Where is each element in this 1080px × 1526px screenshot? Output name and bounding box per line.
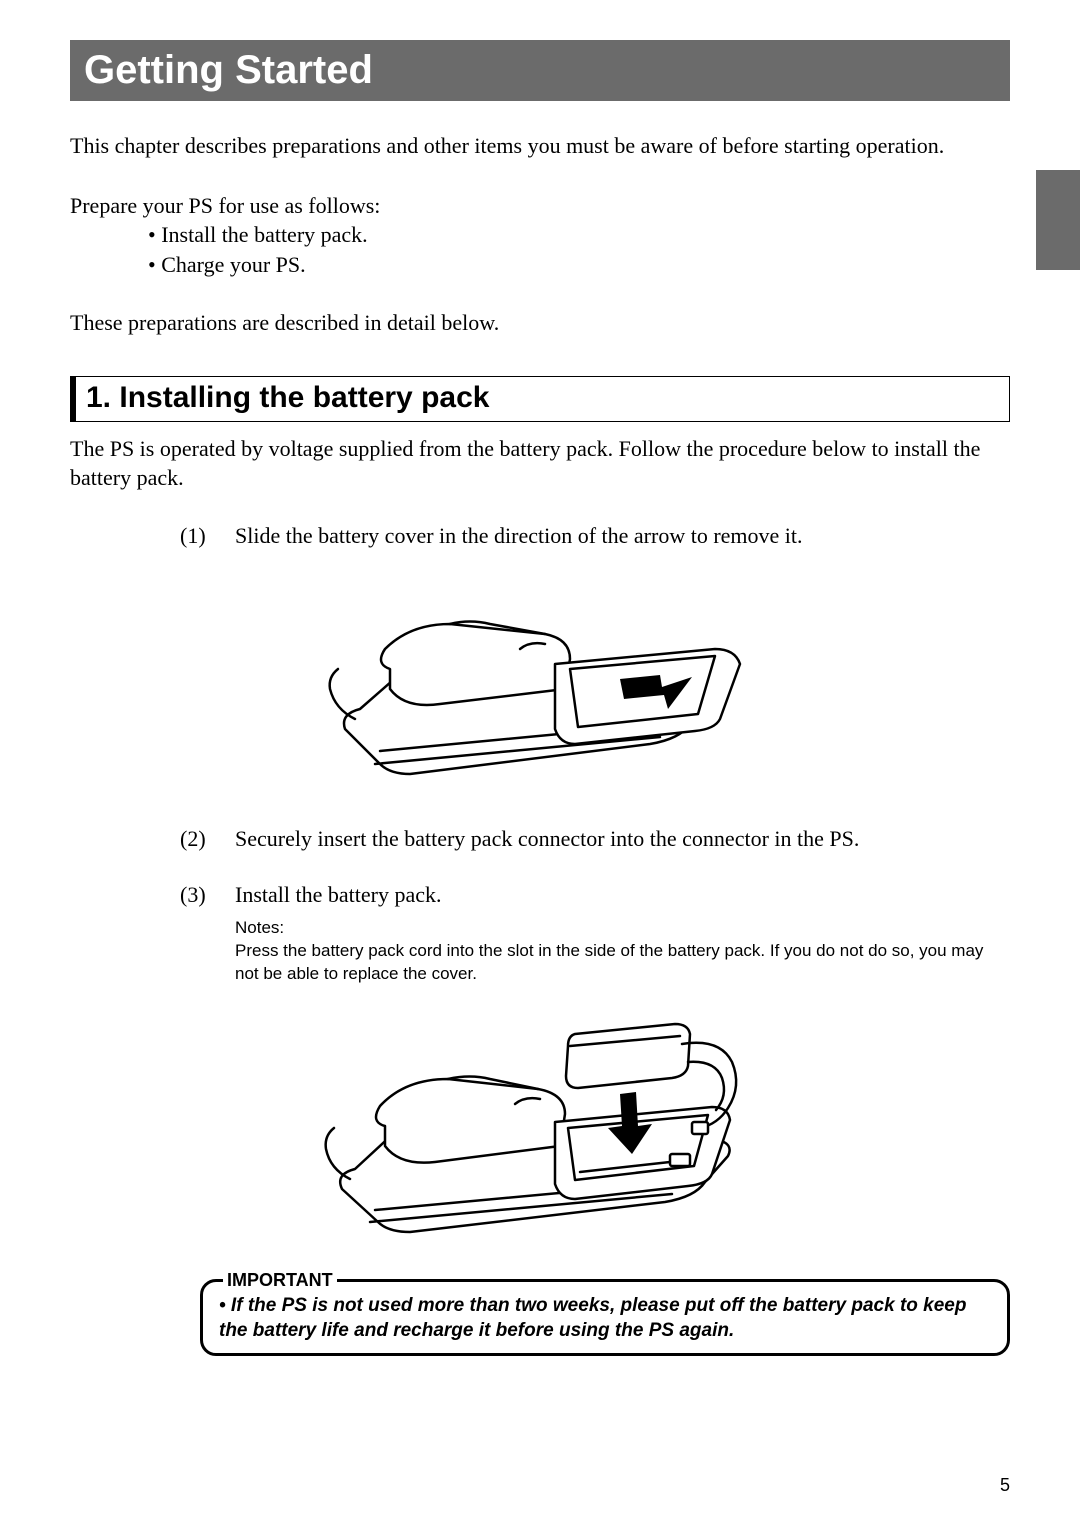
prepare-lead: Prepare your PS for use as follows: [70,191,1010,221]
prepare-bullet-2: • Charge your PS. [70,250,1010,280]
important-box: IMPORTANT • If the PS is not used more t… [200,1279,1010,1356]
prepare-bullet-2-text: Charge your PS. [161,252,305,277]
step-1-number: (1) [180,521,235,551]
section-heading-box: 1. Installing the battery pack [70,376,1010,422]
section-intro-text: The PS is operated by voltage supplied f… [70,434,1010,493]
chapter-title: Getting Started [84,48,996,93]
page-container: Getting Started This chapter describes p… [0,0,1080,1386]
prepare-block: Prepare your PS for use as follows: • In… [70,191,1010,280]
step-2: (2) Securely insert the battery pack con… [70,824,1010,854]
step-1: (1) Slide the battery cover in the direc… [70,521,1010,551]
chapter-intro-text: This chapter describes preparations and … [70,131,1010,161]
important-content: • If the PS is not used more than two we… [219,1294,991,1343]
step-3-text: Install the battery pack. [235,880,1010,910]
section-heading: 1. Installing the battery pack [86,381,999,415]
important-label: IMPORTANT [223,1270,337,1291]
notes-body: Press the battery pack cord into the slo… [235,940,1010,986]
chapter-title-bar: Getting Started [70,40,1010,101]
prepare-bullet-1-text: Install the battery pack. [161,222,367,247]
page-number: 5 [1000,1475,1010,1496]
prepare-bullet-1: • Install the battery pack. [70,220,1010,250]
step-1-text: Slide the battery cover in the direction… [235,521,1010,551]
figure-1-illustration [320,569,760,789]
spacer [70,862,1010,880]
figure-2-wrap [70,1004,1010,1249]
step-3-number: (3) [180,880,235,910]
step-2-number: (2) [180,824,235,854]
step-2-text: Securely insert the battery pack connect… [235,824,1010,854]
figure-1-wrap [70,569,1010,794]
figure-2-illustration [320,1004,760,1244]
step-3: (3) Install the battery pack. [70,880,1010,910]
described-text: These preparations are described in deta… [70,310,1010,336]
notes-block: Notes: Press the battery pack cord into … [70,917,1010,986]
notes-label: Notes: [235,917,1010,940]
